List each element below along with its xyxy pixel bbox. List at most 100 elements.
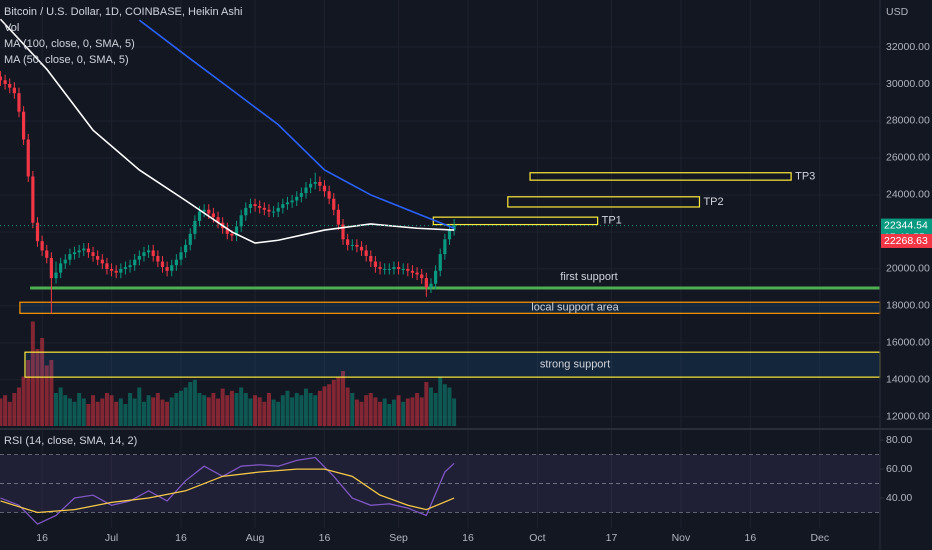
price-tag xyxy=(881,233,932,248)
volume-bar xyxy=(382,398,387,426)
candle-body xyxy=(179,252,183,260)
volume-bar xyxy=(341,371,346,426)
candle-body xyxy=(258,206,262,208)
candle-body xyxy=(327,191,331,199)
candle-body xyxy=(267,209,271,212)
candle-body xyxy=(100,259,104,264)
candle-body xyxy=(443,239,447,255)
candle-body xyxy=(225,228,229,234)
candle-body xyxy=(332,198,336,210)
candle-body xyxy=(174,259,178,266)
candle-body xyxy=(281,204,285,208)
annotation-box xyxy=(507,196,701,208)
candle-body xyxy=(373,261,378,268)
candle-body xyxy=(415,272,419,275)
candle-body xyxy=(188,233,192,245)
y-tick-label: 60.00 xyxy=(886,463,912,475)
volume-bar xyxy=(104,393,109,426)
candle-body xyxy=(17,93,21,112)
candle-body xyxy=(146,250,151,253)
rsi-pane xyxy=(0,439,884,525)
candle-body xyxy=(392,267,396,269)
rsi-line xyxy=(0,456,455,525)
y-tick-label: 16000.00 xyxy=(886,337,930,349)
candle-body xyxy=(26,139,30,177)
candle-body xyxy=(202,209,206,212)
x-tick-label: 17 xyxy=(606,532,618,544)
volume-bar xyxy=(123,404,128,426)
y-tick-label: 32000.00 xyxy=(886,41,930,53)
chart-title: Bitcoin / U.S. Dollar, 1D, COINBASE, Hei… xyxy=(4,6,242,18)
candle-body xyxy=(429,283,433,288)
legend-volume: Vol xyxy=(4,22,19,34)
y-tick-label: 40.00 xyxy=(886,492,912,504)
candle-body xyxy=(133,259,137,266)
volume-bar xyxy=(442,384,447,426)
candle-body xyxy=(105,263,109,269)
candle-body xyxy=(119,268,123,273)
annotation-box xyxy=(24,351,881,378)
candle-body xyxy=(248,204,253,208)
candle-body xyxy=(114,270,118,273)
candle-body xyxy=(346,239,350,245)
candle-body xyxy=(77,250,81,253)
candle-body xyxy=(197,211,202,221)
candle-body xyxy=(244,207,248,216)
x-tick-label: 16 xyxy=(745,532,757,544)
volume-bar xyxy=(118,398,123,426)
x-tick-label: Jul xyxy=(105,532,118,544)
y-tick-label: 24000.00 xyxy=(886,189,930,201)
candle-body xyxy=(91,252,95,256)
volume-bar xyxy=(299,395,304,426)
volume-bar xyxy=(63,395,68,426)
price-tag-label: 22268.63 xyxy=(884,235,928,247)
volume-bar xyxy=(410,397,415,426)
candle-body xyxy=(434,270,438,284)
volume-bar xyxy=(364,395,369,426)
axis-unit: USD xyxy=(886,6,909,18)
candle-body xyxy=(63,259,67,264)
candle-body xyxy=(160,261,165,268)
volume-bar xyxy=(354,399,359,426)
candle-body xyxy=(8,83,12,88)
y-tick-label: 80.00 xyxy=(886,434,912,446)
volume-bar xyxy=(248,398,253,426)
candle-body xyxy=(22,111,26,140)
volume-bar xyxy=(26,360,31,426)
candle-body xyxy=(285,202,290,205)
y-tick-label: 28000.00 xyxy=(886,115,930,127)
candle-body xyxy=(350,244,354,246)
candle-body xyxy=(359,246,364,251)
volume-bar xyxy=(67,398,72,426)
volume-bar xyxy=(77,393,82,426)
volume-bar xyxy=(128,393,133,426)
candle-body xyxy=(82,248,86,251)
candle-body xyxy=(406,268,410,271)
x-tick-label: Sep xyxy=(389,532,408,544)
y-tick-label: 14000.00 xyxy=(886,374,930,386)
rsi-title: RSI (14, close, SMA, 14, 2) xyxy=(4,435,137,447)
y-tick-label: 30000.00 xyxy=(886,78,930,90)
volume-bar xyxy=(3,395,8,426)
candle-body xyxy=(318,182,322,186)
candle-body xyxy=(170,265,174,271)
annotation-label: first support xyxy=(560,271,617,283)
candle-body xyxy=(165,267,169,271)
volume-bar xyxy=(21,376,26,426)
annotation-box xyxy=(529,172,792,181)
volume-bar xyxy=(72,401,77,426)
volume-bar xyxy=(253,395,258,426)
x-tick-label: Dec xyxy=(810,532,829,544)
volume-bar xyxy=(438,376,443,426)
y-tick-label: 20000.00 xyxy=(886,263,930,275)
x-tick-label: 16 xyxy=(36,532,48,544)
candle-body xyxy=(142,252,146,256)
volume-bar xyxy=(86,404,91,426)
volume-bar xyxy=(220,388,225,426)
volume-bar xyxy=(271,399,276,426)
candle-body xyxy=(211,213,216,218)
volume-bar xyxy=(350,393,355,426)
volume-bar xyxy=(7,401,12,426)
volume-bar xyxy=(54,393,59,426)
